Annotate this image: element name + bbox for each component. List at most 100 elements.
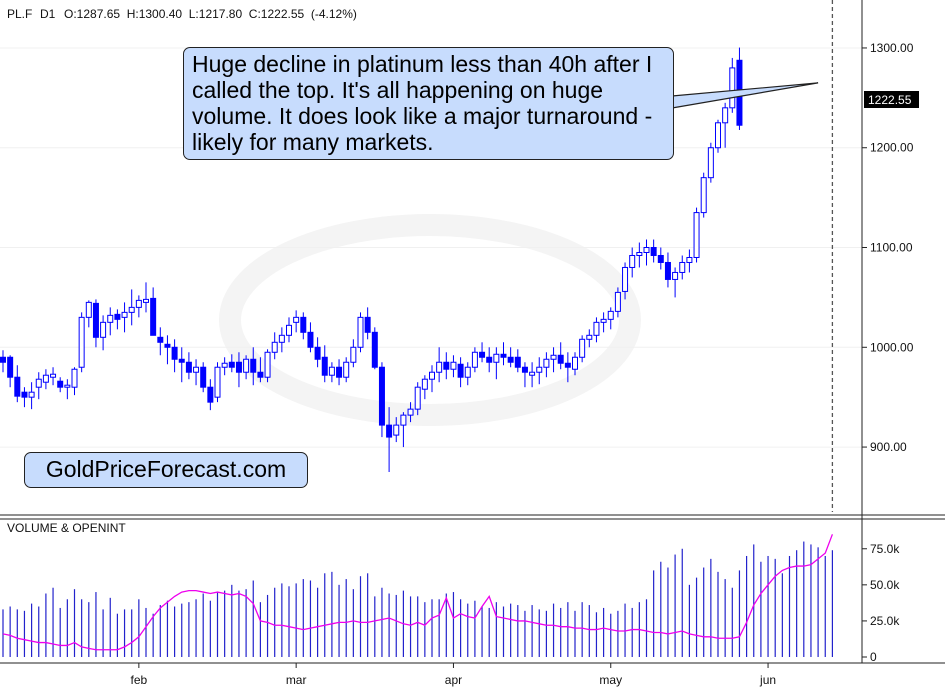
candle-body xyxy=(321,356,328,376)
candle-body xyxy=(107,314,114,323)
candle-body xyxy=(57,380,64,388)
candle-body xyxy=(250,358,257,373)
candle-body xyxy=(622,266,629,292)
candle xyxy=(7,355,14,388)
candle-body xyxy=(135,299,142,308)
volume-tick-label: 25.0k xyxy=(870,614,900,628)
candle-body xyxy=(536,366,543,373)
callout-annotation: Huge decline in platinum less than 40h a… xyxy=(183,47,674,160)
candle xyxy=(278,327,285,353)
candle-body xyxy=(493,353,500,363)
candle xyxy=(600,312,607,333)
candle xyxy=(664,252,671,288)
candle xyxy=(143,282,149,313)
candle xyxy=(150,287,157,336)
candle xyxy=(114,309,121,330)
candle-body xyxy=(507,356,514,363)
candle-body xyxy=(357,316,364,348)
candle-body xyxy=(114,313,121,320)
price-tick-label: 1100.00 xyxy=(870,241,913,255)
candle xyxy=(557,342,564,370)
candle xyxy=(293,310,300,333)
last-price-label: 1222.55 xyxy=(868,93,912,107)
candle xyxy=(336,359,343,386)
candle-body xyxy=(300,316,307,333)
candle-body xyxy=(257,371,264,378)
candle xyxy=(586,329,593,348)
candle xyxy=(479,342,486,363)
candle-body xyxy=(271,341,278,353)
candle xyxy=(135,295,142,318)
candle-body xyxy=(436,361,443,373)
header-symbol: PL.F xyxy=(7,7,32,21)
candle-body xyxy=(700,177,707,214)
candle-body xyxy=(686,256,693,263)
candle xyxy=(529,362,536,388)
candle xyxy=(629,247,636,278)
candle xyxy=(715,119,721,153)
candle xyxy=(722,102,729,148)
candle xyxy=(371,327,378,370)
candle xyxy=(514,349,521,373)
candle-body xyxy=(42,374,49,383)
candle xyxy=(414,382,421,416)
candle xyxy=(57,377,64,393)
candle-body xyxy=(350,346,357,363)
header-ohlc: O:1287.65 H:1300.40 L:1217.80 C:1222.55 … xyxy=(64,7,357,21)
candle-body xyxy=(400,414,407,426)
candle-body xyxy=(121,311,128,318)
candle xyxy=(543,352,550,378)
candle-body xyxy=(679,261,686,273)
candle-body xyxy=(572,356,578,370)
candle-body xyxy=(593,321,600,336)
candle-body xyxy=(0,356,6,363)
candle xyxy=(607,307,614,330)
callout-pointer xyxy=(671,82,819,109)
candle xyxy=(50,367,57,386)
candle-body xyxy=(414,386,421,410)
price-candles xyxy=(0,47,743,473)
candle-body xyxy=(636,252,643,256)
candle xyxy=(0,350,6,373)
candle xyxy=(185,352,192,380)
candle xyxy=(221,357,228,376)
candle xyxy=(314,337,321,368)
open-interest-line xyxy=(2,534,834,651)
candle-body xyxy=(607,310,614,320)
candle xyxy=(164,335,171,365)
candle-body xyxy=(14,376,21,397)
panel-frames xyxy=(0,0,945,664)
candle-body xyxy=(193,366,200,373)
candle xyxy=(171,339,178,373)
time-tick-label: may xyxy=(599,673,622,687)
candle xyxy=(443,352,450,380)
candle xyxy=(364,307,371,340)
candle-body xyxy=(715,122,721,149)
candle xyxy=(350,339,357,368)
candle-body xyxy=(643,247,650,254)
candle-body xyxy=(50,373,57,378)
candle xyxy=(100,315,107,351)
candle xyxy=(64,379,71,400)
candle xyxy=(207,379,214,411)
candle xyxy=(672,267,679,298)
axes: 1300.00 1200.00 1100.00 1000.00 900.00 75.0k 5… xyxy=(131,41,914,687)
candle-body xyxy=(100,321,107,338)
candle xyxy=(243,355,250,380)
candle xyxy=(657,247,664,270)
candle-body xyxy=(171,346,178,360)
candle xyxy=(286,317,292,343)
candle xyxy=(321,345,328,383)
candle-body xyxy=(28,391,35,398)
candle xyxy=(228,354,235,373)
candle xyxy=(471,347,478,373)
candle-body xyxy=(35,378,42,388)
watermark-shape xyxy=(219,214,641,426)
candle-body xyxy=(314,346,321,360)
candle-body xyxy=(78,316,85,368)
candle-body xyxy=(614,291,621,312)
candle-body xyxy=(85,301,92,318)
candle xyxy=(622,262,629,300)
candle xyxy=(464,362,471,386)
